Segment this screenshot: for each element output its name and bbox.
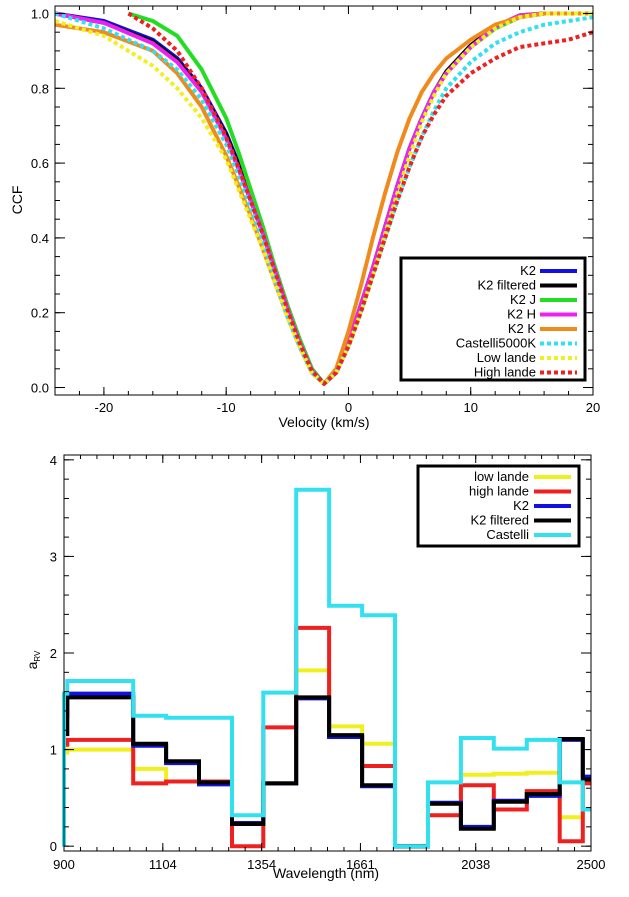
ccf-legend-label: K2 filtered	[477, 278, 536, 293]
ccf-x-tick-label: -20	[95, 400, 114, 415]
arv-legend-label: high lande	[469, 484, 529, 499]
ccf-chart: -20 -10 0 10 20 0.0 0.2 0.4 0.6 0.8 1.0 Velocity (…	[9, 5, 600, 430]
arv-legend-label: Castelli	[486, 527, 529, 542]
arv-x-tick-label: 900	[53, 857, 75, 872]
ccf-y-tick-label: 1.0	[31, 6, 49, 21]
ccf-x-tick-label: -10	[217, 400, 236, 415]
ccf-xlabel: Velocity (km/s)	[278, 414, 369, 430]
arv-y-tick-label: 3	[50, 549, 57, 564]
arv-axes: 900 1104 1354 1661 2038 2500 0 1 2 3 4	[50, 453, 606, 872]
arv-chart: 900 1104 1354 1661 2038 2500 0 1 2 3 4 Wavelength …	[24, 453, 605, 881]
ccf-y-tick-label: 0.2	[31, 306, 49, 321]
ccf-legend-label: K2 K	[508, 321, 537, 336]
ccf-series-castelli5000k	[54, 11, 594, 386]
ccf-plot-area	[54, 11, 594, 386]
ccf-series-high-lande	[127, 11, 594, 386]
ccf-x-tick-label: 10	[463, 400, 477, 415]
arv-legend-label: low lande	[474, 469, 529, 484]
arv-x-tick-label: 1354	[247, 857, 276, 872]
ccf-ylabel: CCF	[9, 186, 25, 215]
arv-plot-area	[62, 487, 591, 849]
arv-series-castelli	[62, 487, 591, 849]
arv-x-tick-label: 1661	[346, 857, 375, 872]
ccf-legend-label: Castelli5000K	[456, 336, 537, 351]
arv-ylabel-sub: RV	[33, 650, 42, 662]
arv-x-tick-label: 2500	[577, 857, 606, 872]
ccf-axes: -20 -10 0 10 20 0.0 0.2 0.4 0.6 0.8 1.0	[31, 6, 600, 415]
arv-y-tick-label: 0	[50, 839, 57, 854]
arv-ylabel-main: aRV	[24, 650, 42, 669]
ccf-x-tick-label: 20	[586, 400, 600, 415]
arv-y-tick-label: 2	[50, 646, 57, 661]
arv-series-k2-filtered	[62, 695, 591, 849]
ccf-legend-label: K2 J	[510, 292, 536, 307]
ccf-legend-label: Low lande	[477, 350, 536, 365]
ccf-y-tick-label: 0.4	[31, 231, 49, 246]
arv-x-tick-label: 1104	[149, 857, 177, 872]
arv-y-tick-label: 4	[50, 453, 57, 468]
ccf-series-k2-k	[54, 11, 593, 386]
arv-y-tick-label: 1	[50, 743, 57, 758]
ccf-legend-label: K2	[520, 263, 536, 278]
ccf-y-tick-label: 0.8	[31, 81, 49, 96]
ccf-x-tick-label: 0	[345, 400, 352, 415]
arv-legend-label: K2	[513, 498, 529, 513]
arv-legend-label: K2 filtered	[470, 513, 529, 528]
arv-x-tick-label: 2038	[461, 857, 490, 872]
arv-xlabel: Wavelength (nm)	[273, 865, 379, 881]
ccf-y-tick-label: 0.0	[31, 381, 49, 396]
arv-ylabel: aRV	[24, 650, 42, 669]
ccf-legend-label: High lande	[474, 365, 536, 380]
ccf-y-tick-label: 0.6	[31, 156, 49, 171]
ccf-legend-label: K2 H	[507, 307, 536, 322]
